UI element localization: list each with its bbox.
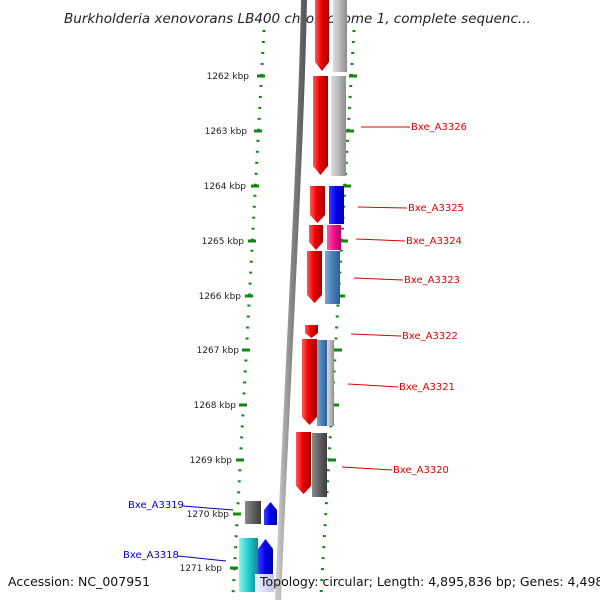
gene-arrow[interactable] (309, 225, 323, 250)
gene-label-bxe-a3325[interactable]: Bxe_A3325 (408, 203, 464, 214)
accession-text: Accession: NC_007951 (8, 574, 150, 589)
tick-label: 1265 kbp (202, 237, 245, 247)
gene-block[interactable] (255, 574, 274, 592)
tick-label: 1270 kbp (187, 510, 230, 520)
leader-line (355, 238, 406, 242)
tick-label: 1266 kbp (199, 292, 242, 302)
ruler-ticks (230, 74, 357, 570)
gene-block[interactable] (331, 76, 346, 176)
leader-line (350, 333, 402, 337)
gene-label-bxe-a3323[interactable]: Bxe_A3323 (404, 275, 460, 286)
topology-text: Topology: circular; Length: 4,895,836 bp… (259, 574, 600, 589)
leader-line (347, 383, 399, 388)
gene-arrow[interactable] (302, 339, 317, 425)
gene-arrow[interactable] (296, 432, 311, 494)
gene-label-bxe-a3322[interactable]: Bxe_A3322 (402, 331, 458, 342)
gene-block[interactable] (333, 0, 347, 72)
gene-block[interactable] (317, 340, 327, 426)
gene-label-bxe-a3320[interactable]: Bxe_A3320 (393, 465, 449, 476)
tick-label: 1264 kbp (204, 182, 247, 192)
gene-block[interactable] (327, 340, 334, 426)
gene-label-bxe-a3324[interactable]: Bxe_A3324 (406, 236, 462, 247)
chromosome-title: Burkholderia xenovorans LB400 chromosome… (64, 11, 531, 27)
ruler-labels: 1262 kbp 1263 kbp 1264 kbp 1265 kbp 1266… (180, 72, 250, 574)
gene-track-forward (239, 501, 277, 592)
gene-block[interactable] (312, 433, 327, 497)
gene-leader-lines (177, 126, 410, 562)
tick-label: 1271 kbp (180, 564, 223, 574)
gene-arrow[interactable] (307, 251, 322, 303)
gene-block[interactable] (329, 186, 344, 224)
gene-arrow[interactable] (315, 0, 329, 71)
tick-label: 1267 kbp (197, 346, 240, 356)
tick-label: 1262 kbp (207, 72, 250, 82)
gene-arrow[interactable] (305, 325, 318, 338)
tick-label: 1269 kbp (190, 456, 233, 466)
gene-arrow[interactable] (264, 502, 277, 525)
gene-arrow[interactable] (313, 76, 328, 175)
gene-block[interactable] (239, 538, 258, 592)
gene-label-bxe-a3321[interactable]: Bxe_A3321 (399, 382, 455, 393)
tick-label: 1263 kbp (205, 127, 248, 137)
gene-block[interactable] (245, 501, 261, 524)
gene-arrow[interactable] (310, 186, 325, 223)
leader-line (182, 505, 234, 511)
gene-track-red (296, 0, 329, 494)
gene-block[interactable] (325, 251, 340, 304)
gene-block[interactable] (327, 225, 341, 250)
gene-label-bxe-a3318[interactable]: Bxe_A3318 (123, 550, 179, 561)
gene-labels: Bxe_A3326 Bxe_A3325 Bxe_A3324 Bxe_A3323 … (123, 122, 467, 561)
leader-line (353, 277, 404, 281)
leader-line (177, 555, 227, 562)
gene-track-colored (312, 0, 347, 497)
gene-label-bxe-a3319[interactable]: Bxe_A3319 (128, 500, 184, 511)
gene-label-bxe-a3326[interactable]: Bxe_A3326 (411, 122, 467, 133)
leader-line (341, 466, 393, 471)
tick-label: 1268 kbp (194, 401, 237, 411)
chromosome-backbone (275, 0, 307, 600)
leader-line (357, 206, 408, 209)
